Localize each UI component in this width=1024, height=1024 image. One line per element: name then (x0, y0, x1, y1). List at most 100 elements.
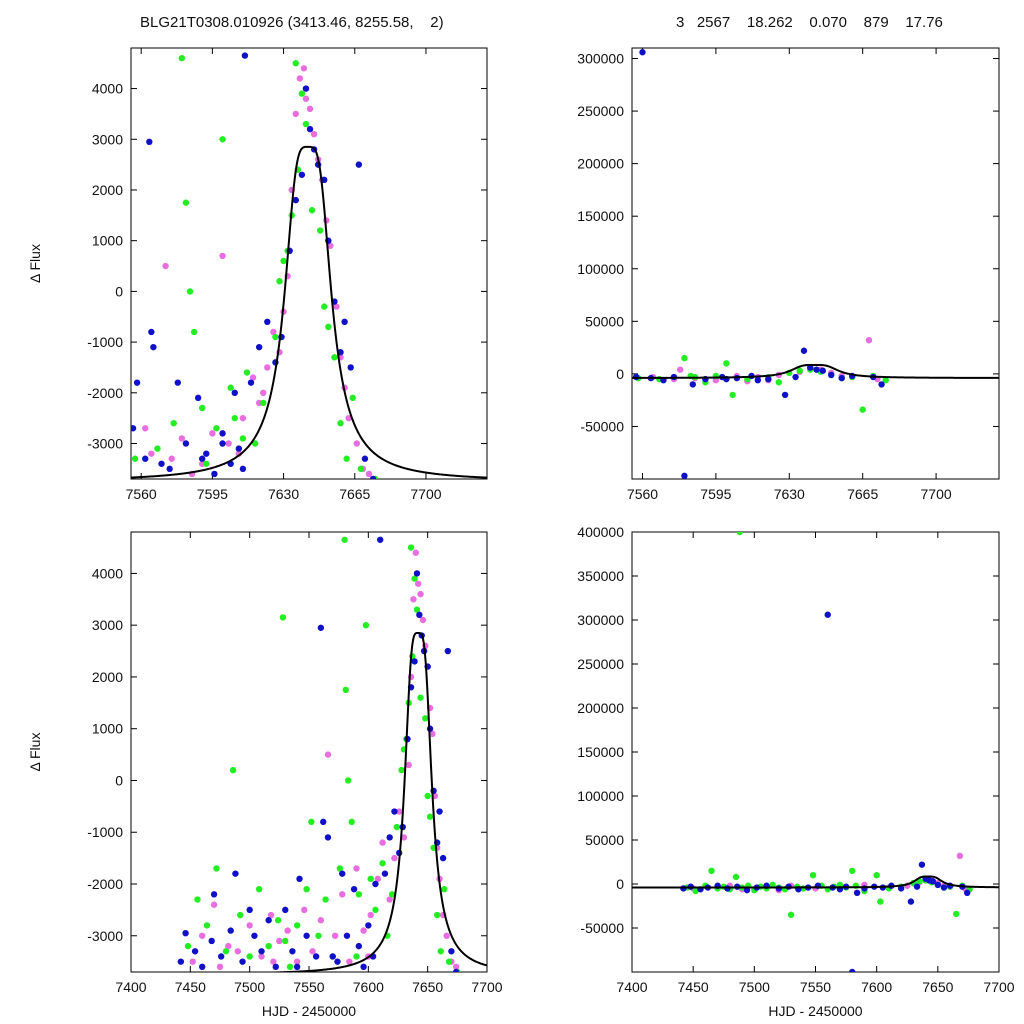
data-point-blue (365, 922, 372, 929)
data-point-green (398, 766, 405, 774)
data-point-green (796, 367, 803, 374)
data-point-blue (272, 963, 279, 971)
data-point-magenta (414, 580, 422, 587)
data-point-blue (232, 870, 239, 877)
data-point-blue (386, 834, 393, 841)
data-point-blue (296, 875, 303, 883)
data-point-blue (913, 883, 921, 890)
data-point-magenta (353, 440, 361, 447)
x-tick-label: 7630 (268, 486, 299, 502)
x-axis-label: HJD - 2450000 (768, 1003, 862, 1019)
y-axis-label: Δ Flux (27, 733, 43, 772)
data-point-blue (158, 460, 165, 467)
y-tick-label: 400000 (577, 524, 624, 540)
y-tick-label: 4000 (92, 81, 123, 97)
x-tick-label: 7400 (616, 979, 647, 995)
data-point-blue (227, 927, 234, 934)
data-point-blue (131, 425, 137, 432)
data-point-green (441, 885, 448, 893)
plot-frame (130, 47, 488, 480)
data-point-magenta (317, 917, 325, 924)
x-tick-label: 7650 (412, 979, 443, 995)
data-point-magenta (419, 616, 427, 624)
y-tick-label: -1000 (87, 824, 123, 840)
data-point-blue (907, 898, 915, 905)
data-point-green (186, 288, 194, 295)
data-point-green (426, 813, 434, 820)
data-point-blue (194, 394, 202, 402)
data-point-magenta (345, 414, 352, 422)
data-point-magenta (410, 596, 417, 603)
data-point-blue (148, 328, 155, 336)
data-point-green (331, 354, 338, 361)
data-point-magenta (264, 364, 271, 371)
data-point-blue (377, 536, 384, 543)
data-point-green (131, 455, 139, 462)
data-point-green (362, 621, 370, 629)
data-point-blue (813, 366, 820, 373)
data-point-green (437, 948, 444, 955)
data-point-magenta (365, 470, 373, 478)
data-point-green (286, 963, 294, 971)
data-point-blue (689, 381, 697, 388)
data-point-magenta (284, 927, 291, 934)
data-point-green (265, 942, 272, 950)
data-point-green (787, 911, 795, 918)
figure-title-left: BLG21T0308.010926 (3413.46, 8255.58, 2) (140, 14, 444, 31)
data-point-green (251, 440, 259, 447)
data-point-blue (361, 455, 369, 462)
data-point-green (303, 885, 310, 893)
data-point-green (342, 686, 349, 694)
data-point-magenta (216, 963, 224, 971)
data-point-blue (289, 948, 296, 955)
data-point-blue (929, 878, 937, 885)
data-point-magenta (360, 927, 367, 934)
data-point-magenta (327, 242, 334, 249)
x-tick-label: 7700 (410, 486, 441, 502)
data-point-green (293, 922, 301, 929)
data-point-blue (360, 963, 367, 971)
y-tick-label: 0 (616, 366, 624, 382)
y-tick-label: -3000 (87, 436, 123, 452)
data-point-blue (781, 391, 789, 399)
data-point-green (229, 766, 237, 774)
data-point-blue (754, 376, 762, 384)
data-point-magenta (300, 65, 308, 72)
y-tick-label: 0 (115, 283, 123, 299)
data-point-blue (792, 373, 799, 381)
x-tick-label: 7595 (700, 486, 731, 502)
data-point-green (859, 406, 866, 413)
data-point-green (445, 958, 453, 965)
data-point-blue (341, 318, 348, 326)
y-tick-label: 200000 (577, 156, 624, 172)
data-point-green (315, 932, 322, 939)
data-point-blue (199, 455, 206, 462)
data-point-blue (824, 611, 831, 618)
data-point-green (276, 278, 283, 285)
data-point-magenta (405, 761, 412, 769)
y-tick-label: 4000 (92, 565, 123, 581)
data-point-magenta (293, 958, 301, 965)
data-point-magenta (395, 808, 403, 815)
plot-frame (631, 47, 1000, 480)
data-point-green (681, 354, 688, 362)
data-point-blue (239, 958, 246, 965)
data-point-magenta (292, 110, 299, 118)
data-point-green (407, 544, 415, 551)
data-point-blue (210, 891, 218, 898)
x-tick-label: 7450 (678, 979, 709, 995)
plot-frame (631, 531, 1000, 973)
data-point-blue (849, 968, 856, 972)
data-point-green (367, 875, 374, 883)
data-point-green (322, 896, 329, 903)
data-point-magenta (210, 901, 218, 908)
x-tick-label: 7600 (353, 979, 384, 995)
data-point-magenta (333, 303, 340, 310)
data-point-magenta (168, 455, 175, 462)
data-point-magenta (367, 911, 374, 919)
x-tick-label: 7560 (627, 486, 658, 502)
data-point-green (298, 90, 306, 97)
data-point-magenta (443, 932, 450, 939)
data-point-blue (293, 963, 301, 971)
data-point-green (203, 460, 210, 467)
